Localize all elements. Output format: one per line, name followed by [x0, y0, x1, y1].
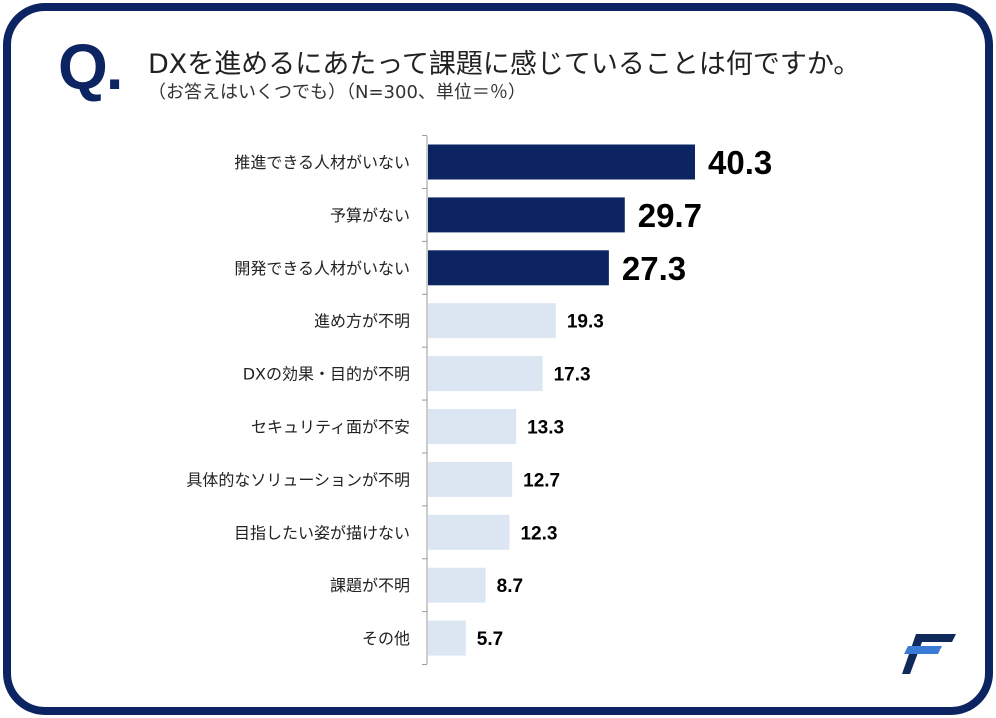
value-label: 5.7 — [477, 629, 503, 650]
bar — [428, 250, 609, 286]
value-label: 12.7 — [523, 470, 560, 491]
bar — [428, 303, 556, 339]
value-label: 27.3 — [622, 250, 686, 287]
category-label: セキュリティ面が不安 — [251, 418, 410, 437]
category-label: 予算がない — [330, 206, 410, 225]
bar — [428, 409, 517, 444]
category-label: 進め方が不明 — [314, 312, 410, 331]
category-label: DXの効果・目的が不明 — [243, 365, 410, 384]
bar — [428, 567, 486, 603]
value-label: 40.3 — [708, 144, 772, 181]
value-label: 17.3 — [554, 365, 591, 386]
category-label: 推進できる人材がいない — [234, 153, 410, 172]
bar — [428, 461, 513, 497]
bar — [428, 144, 695, 180]
bar — [428, 514, 510, 550]
category-label: 課題が不明 — [330, 576, 410, 595]
question-mark-label: Q. — [58, 31, 124, 103]
chart-subtitle: （お答えはいくつでも）（N=300、単位＝％） — [148, 82, 526, 103]
value-label: 8.7 — [497, 576, 523, 597]
value-label: 19.3 — [567, 312, 604, 333]
category-label: 具体的なソリューションが不明 — [186, 470, 410, 489]
value-label: 13.3 — [527, 418, 564, 439]
f-logo-icon — [902, 634, 956, 674]
value-label: 12.3 — [520, 523, 557, 544]
category-label: 目指したい姿が描けない — [234, 523, 410, 542]
bar — [428, 620, 466, 656]
category-label: その他 — [362, 629, 410, 648]
value-label: 29.7 — [638, 197, 702, 234]
chart-title: DXを進めるにあたって課題に感じていることは何ですか。 — [148, 49, 861, 80]
category-label: 開発できる人材がいない — [234, 259, 410, 278]
bar — [428, 356, 543, 392]
bar — [428, 197, 625, 233]
